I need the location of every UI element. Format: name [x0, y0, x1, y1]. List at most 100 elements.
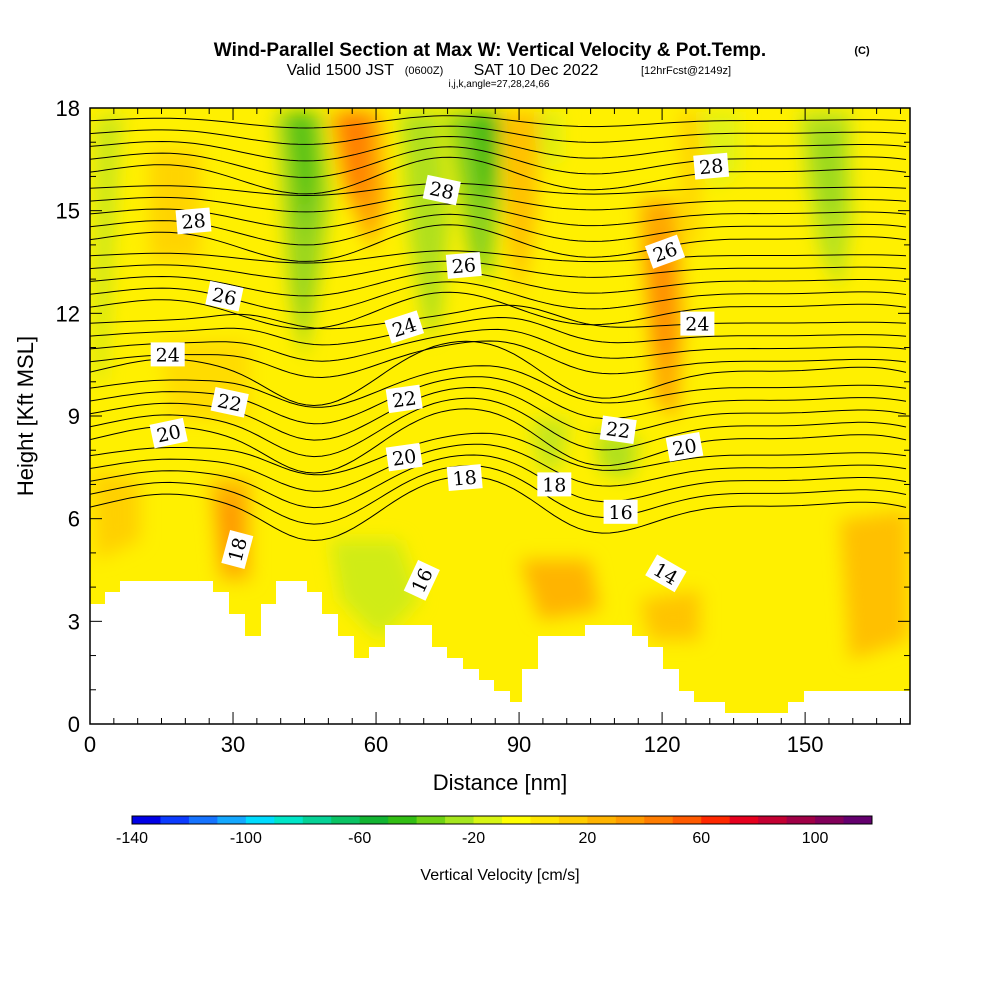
isentrope-label-box [680, 311, 715, 336]
terrain-mask [90, 581, 910, 724]
y-tick-labels: 0 3 6 9 12 15 18 [56, 96, 80, 737]
y-tick-label: 9 [68, 404, 80, 429]
isentrope-label: 22 [210, 387, 249, 418]
isentrope-line [90, 465, 907, 525]
isentrope-label-box [644, 234, 686, 269]
isentrope-line [90, 182, 907, 197]
colorbar-swatch [274, 816, 304, 824]
colorbar-tick-label: -60 [348, 830, 371, 847]
y-tick-label: 6 [68, 507, 80, 532]
isentrope-line [90, 135, 907, 162]
isentrope-label: 24 [150, 342, 185, 367]
isentrope-label-box [665, 432, 704, 462]
colorbar-swatch [672, 816, 702, 824]
isentrope-label-box [403, 559, 440, 601]
y-tick-label: 0 [68, 712, 80, 737]
x-tick-labels: 0 30 60 90 120 150 [84, 732, 824, 757]
isentrope-line [90, 443, 907, 492]
colorbar-swatch [245, 816, 275, 824]
colorbar-swatch [843, 816, 873, 824]
isentrope-label-text: 20 [671, 435, 699, 461]
colorbar-swatch [701, 816, 731, 824]
x-tick-label: 0 [84, 732, 96, 757]
isentrope-label-box [384, 310, 425, 344]
colorbar-tick-labels: -140 -100 -60 -20 20 60 100 [116, 830, 829, 847]
isentrope-label-text: 18 [542, 474, 566, 496]
isentrope-line [90, 475, 907, 542]
isentrope-line [90, 250, 907, 264]
isentrope-label: 24 [384, 310, 425, 344]
chart-title-suffix: (C) [854, 45, 870, 57]
isentrope-label: 26 [445, 251, 482, 279]
colorbar-swatch [615, 816, 645, 824]
isentrope-label: 28 [422, 174, 461, 206]
colorbar-swatches [132, 816, 873, 824]
colorbar-swatch [359, 816, 389, 824]
colorbar-swatch [815, 816, 845, 824]
isentrope-label: 26 [644, 234, 686, 269]
isentrope-label-box [205, 280, 244, 312]
colorbar-swatch [473, 816, 503, 824]
colorbar-swatch [558, 816, 588, 824]
x-tick-label: 90 [507, 732, 531, 757]
isentrope-line [90, 432, 907, 476]
isentrope-label-text: 28 [427, 178, 455, 205]
y-tick-label: 3 [68, 609, 80, 634]
isentrope-label: 28 [693, 152, 730, 180]
velocity-patches [92, 112, 908, 660]
isentrope-label-box [385, 384, 423, 414]
isentrope-label-box [385, 442, 423, 472]
colorbar-swatch [644, 816, 674, 824]
isentrope-label-text: 24 [685, 314, 709, 336]
colorbar-swatch [445, 816, 475, 824]
isentrope-label-box [603, 499, 638, 524]
isentrope-label-box [599, 415, 637, 444]
isentrope-label: 20 [149, 417, 188, 449]
isentrope-label: 22 [385, 384, 423, 414]
isentrope-line [90, 397, 907, 458]
y-tick-label: 15 [56, 199, 80, 224]
isentrope-line [90, 340, 907, 379]
isentrope-line [90, 203, 907, 229]
isentrope-label-text: 28 [181, 210, 207, 234]
isentrope-label-box [446, 464, 483, 492]
x-axis-label: Distance [nm] [433, 770, 568, 795]
isentrope-label-box [693, 152, 730, 180]
axis-ticks [89, 107, 910, 725]
isentrope-label-box [645, 554, 687, 593]
colorbar-tick-label: 100 [802, 830, 829, 847]
isentrope-line [90, 125, 907, 145]
isentrope-line [90, 328, 907, 362]
isentrope-label: 18 [537, 472, 572, 497]
colorbar-swatch [786, 816, 816, 824]
isentrope-label: 26 [205, 280, 244, 312]
x-tick-label: 60 [364, 732, 388, 757]
colorbar-swatch [530, 816, 560, 824]
colorbar-frame [131, 815, 873, 825]
x-tick-label: 30 [221, 732, 245, 757]
colorbar-title: Vertical Velocity [cm/s] [420, 867, 579, 884]
valid-date: SAT 10 Dec 2022 [474, 62, 599, 79]
isentrope-label: 28 [175, 207, 212, 235]
colorbar-swatch [416, 816, 446, 824]
isentrope-label: 22 [599, 415, 637, 444]
isentrope-line [90, 304, 907, 330]
isentrope-label-box [210, 387, 249, 418]
isentrope-label-text: 24 [156, 344, 180, 366]
y-axis-label: Height [Kft MSL] [13, 336, 38, 496]
isentrope-label: 20 [385, 442, 423, 472]
isentrope-label-text: 22 [215, 390, 243, 417]
isentrope-lines [90, 115, 907, 542]
isentrope-line [90, 270, 907, 297]
colorbar-swatch [302, 816, 332, 824]
isentrope-label-box [422, 174, 461, 206]
colorbar-tick-label: 60 [692, 830, 710, 847]
isentrope-label-box [175, 207, 212, 235]
isentrope-line [90, 224, 907, 262]
isentrope-label-box [150, 342, 185, 367]
isentrope-label: 24 [680, 311, 715, 336]
isentrope-label: 18 [221, 529, 254, 570]
isentrope-label-text: 28 [698, 155, 724, 179]
